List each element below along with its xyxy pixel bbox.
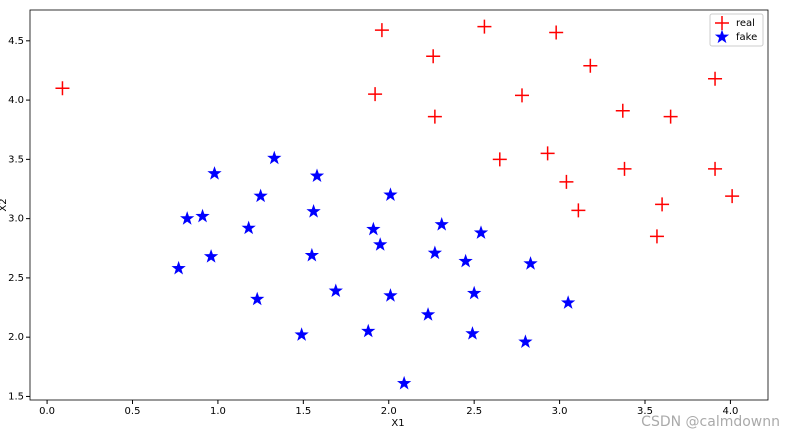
- point: [663, 109, 678, 124]
- point: [180, 211, 195, 225]
- point: [427, 109, 442, 124]
- point: [583, 58, 598, 73]
- point: [467, 285, 482, 300]
- x-tick-label: 4.0: [722, 406, 738, 417]
- point: [473, 225, 489, 239]
- point: [195, 208, 210, 223]
- x-tick-label: 1.5: [295, 406, 311, 417]
- watermark: CSDN @calmdownn: [641, 414, 780, 430]
- point: [515, 88, 529, 103]
- point: [655, 197, 670, 212]
- y-tick-label: 2.0: [8, 332, 24, 343]
- point: [368, 87, 383, 102]
- point: [465, 326, 480, 340]
- x-tick-label: 3.0: [552, 406, 568, 417]
- point: [55, 81, 70, 96]
- point: [328, 283, 343, 298]
- point: [207, 166, 222, 180]
- point: [518, 334, 533, 348]
- legend-label: fake: [736, 32, 757, 43]
- point: [649, 229, 664, 244]
- point: [309, 168, 325, 183]
- point: [203, 249, 219, 263]
- point: [477, 19, 492, 34]
- point: [560, 295, 576, 309]
- point: [267, 150, 282, 165]
- point: [708, 161, 723, 176]
- x-tick-label: 0.0: [39, 406, 55, 417]
- y-tick-label: 1.5: [8, 391, 24, 402]
- point: [374, 23, 389, 38]
- point: [427, 245, 443, 260]
- plot-frame: [29, 9, 769, 401]
- point: [426, 49, 441, 64]
- point: [492, 152, 507, 167]
- y-tick-label: 3.5: [8, 154, 24, 165]
- point: [540, 146, 555, 161]
- point: [396, 375, 412, 390]
- point: [571, 203, 586, 218]
- x-tick-label: 1.0: [210, 406, 226, 417]
- x-tick-label: 2.5: [466, 406, 482, 417]
- point: [549, 25, 564, 40]
- point: [366, 221, 381, 236]
- x-tick-label: 3.5: [637, 406, 653, 417]
- y-tick-label: 3.0: [8, 214, 24, 225]
- y-axis-label: X2: [0, 198, 9, 211]
- point: [458, 253, 473, 268]
- x-tick-label: 2.0: [381, 406, 397, 417]
- point: [250, 291, 265, 306]
- point: [420, 307, 436, 321]
- point: [725, 189, 740, 204]
- legend-marker: [714, 29, 730, 44]
- point: [615, 103, 630, 118]
- point: [241, 220, 256, 235]
- point: [304, 247, 320, 262]
- point: [171, 260, 186, 275]
- point: [361, 323, 376, 338]
- y-tick-label: 2.5: [8, 273, 24, 284]
- x-tick-label: 0.5: [125, 406, 141, 417]
- point: [708, 71, 723, 86]
- point: [253, 188, 268, 203]
- point: [559, 174, 574, 189]
- legend-marker: [715, 16, 729, 30]
- y-tick-label: 4.5: [8, 36, 24, 47]
- x-axis-label: X1: [391, 418, 404, 429]
- point: [434, 217, 449, 231]
- point: [617, 161, 632, 176]
- point: [383, 187, 398, 201]
- point: [383, 288, 398, 302]
- point: [373, 237, 388, 251]
- point: [306, 204, 321, 218]
- point: [523, 256, 538, 270]
- point: [294, 327, 309, 341]
- y-tick-label: 4.0: [8, 95, 24, 106]
- legend-label: real: [736, 18, 755, 29]
